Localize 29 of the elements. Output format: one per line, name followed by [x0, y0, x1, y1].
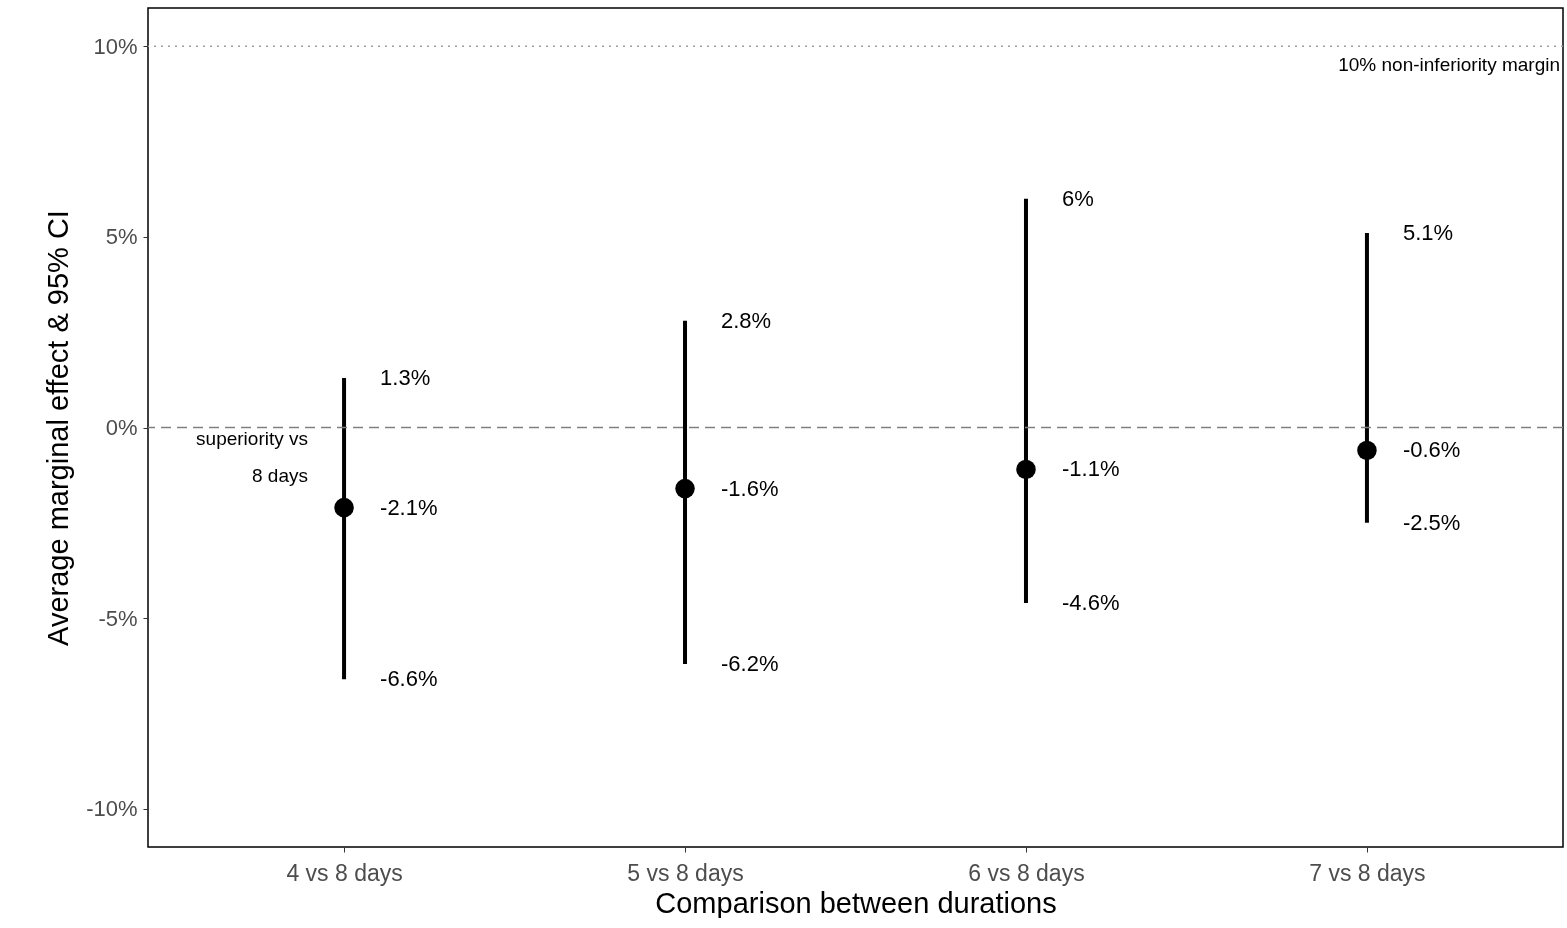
y-tick-label: 5% — [105, 224, 138, 250]
y-tick-label: -5% — [98, 605, 138, 631]
y-tick-label: -10% — [86, 796, 138, 822]
data-label: -2.1% — [380, 494, 438, 520]
x-tick-label: 6 vs 8 days — [968, 859, 1085, 886]
data-label: -1.1% — [1061, 456, 1120, 482]
data-label: -1.6% — [721, 475, 779, 501]
x-tick-label: 4 vs 8 days — [286, 859, 403, 886]
ref-line-label: superiority vs 8 days — [196, 427, 308, 486]
y-tick-label: 10% — [93, 33, 138, 59]
annotation: 5.1% — [1402, 220, 1454, 245]
point — [1016, 459, 1036, 480]
y-axis-title: Average marginal effect & 95% CI — [42, 210, 75, 646]
ref-line-label: 10% non-inferiority margin — [1338, 54, 1560, 76]
annotation: -6.6% — [380, 666, 438, 692]
x-tick-label: 7 vs 8 days — [1309, 859, 1426, 886]
point — [675, 478, 695, 499]
point — [1357, 440, 1377, 461]
annotation: 1.3% — [380, 364, 431, 390]
annotation: -2.5% — [1402, 509, 1461, 535]
annotation: 2.8% — [721, 307, 772, 333]
annotation: 6% — [1061, 185, 1094, 211]
annotation: -4.6% — [1061, 589, 1120, 615]
annotation: -6.2% — [721, 650, 779, 676]
x-axis-title: Comparison between durations — [655, 886, 1057, 919]
y-tick-label: 0% — [105, 415, 138, 440]
point — [334, 497, 354, 518]
x-tick-label: 5 vs 8 days — [627, 859, 744, 886]
data-label: -0.6% — [1402, 437, 1461, 463]
